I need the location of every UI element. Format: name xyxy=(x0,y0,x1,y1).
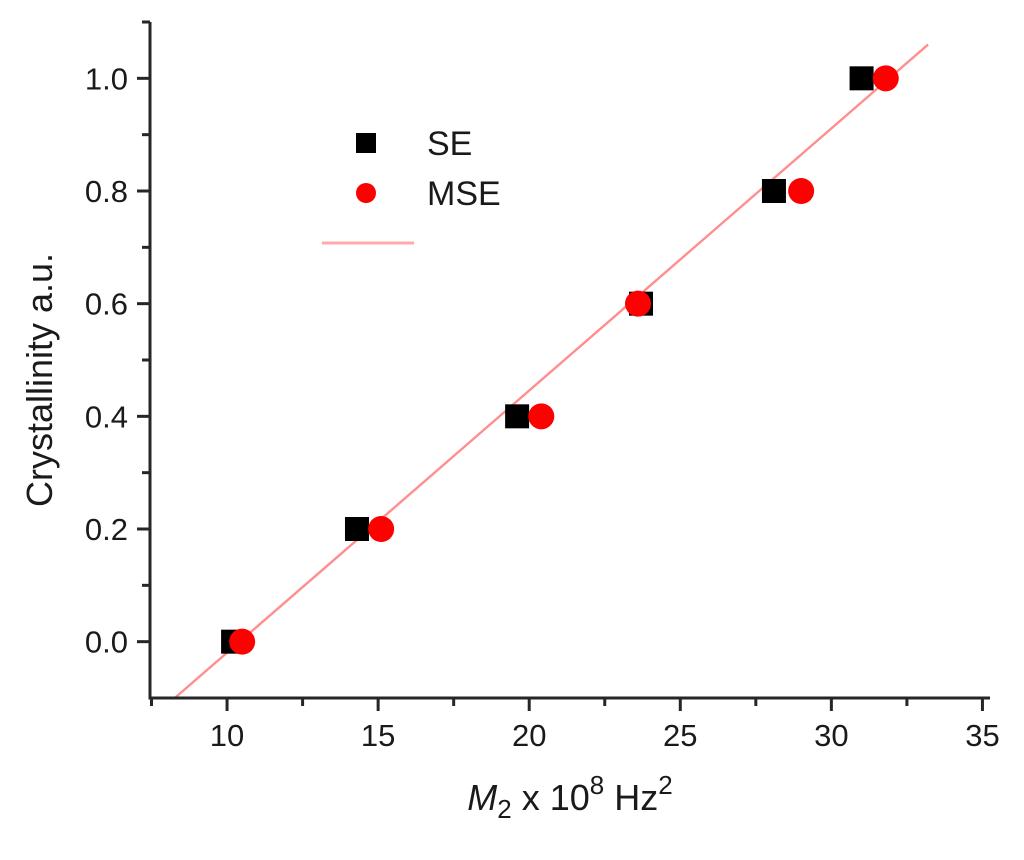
legend-mse-marker xyxy=(356,183,376,203)
y-tick-label: 1.0 xyxy=(85,61,128,96)
x-tick-label: 35 xyxy=(965,718,999,753)
x-axis-title-times: x 10 xyxy=(511,777,590,818)
mse-data-point xyxy=(368,516,395,542)
x-axis-title-variable: M xyxy=(467,777,498,818)
x-tick-label: 30 xyxy=(814,718,848,753)
mse-data-point xyxy=(624,290,651,317)
x-tick-label: 25 xyxy=(663,718,697,753)
y-tick-label: 0.4 xyxy=(85,399,128,434)
se-data-point xyxy=(761,179,786,203)
mse-data-point xyxy=(229,628,256,655)
x-axis-title-exponent: 8 xyxy=(589,770,605,800)
y-tick-label: 0.8 xyxy=(85,174,128,209)
legend-label: SE xyxy=(427,125,472,163)
x-tick-label: 20 xyxy=(512,718,546,753)
mse-data-point xyxy=(528,403,555,430)
se-data-point xyxy=(505,404,530,429)
y-tick-label: 0.0 xyxy=(85,625,128,660)
mse-data-point xyxy=(788,178,815,204)
se-data-point xyxy=(344,517,369,541)
x-axis-title: M2 x 108 Hz2 xyxy=(150,770,990,825)
x-axis-title-unit: Hz xyxy=(604,777,659,818)
legend-se-marker xyxy=(356,133,376,153)
x-tick-label: 10 xyxy=(210,718,244,753)
x-axis-title-unit-exp: 2 xyxy=(658,770,673,800)
se-data-point xyxy=(849,66,874,91)
mse-data-point xyxy=(872,65,899,92)
y-tick-label: 0.6 xyxy=(85,287,128,322)
x-axis-title-subscript: 2 xyxy=(497,794,512,824)
x-tick-label: 15 xyxy=(361,718,395,753)
legend-label: MSE xyxy=(427,175,501,213)
y-tick-label: 0.2 xyxy=(85,512,128,547)
fit-line xyxy=(173,43,929,699)
y-axis-title: Crystallinity a.u. xyxy=(19,252,60,508)
